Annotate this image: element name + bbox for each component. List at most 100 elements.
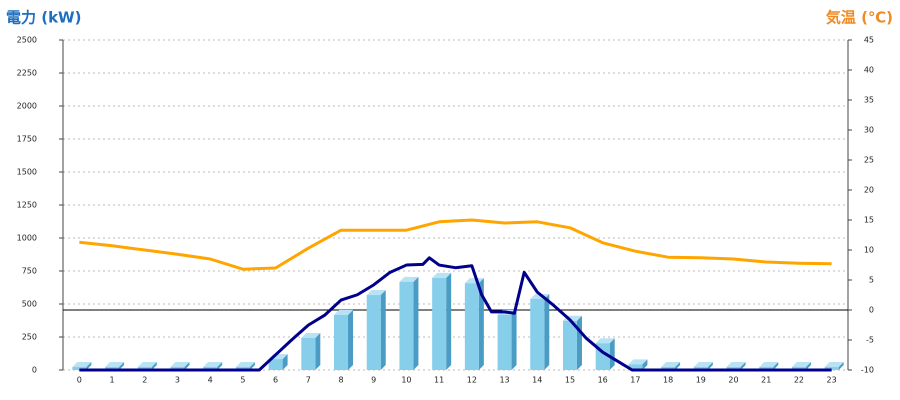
bar	[464, 283, 479, 370]
bar-side	[348, 309, 354, 370]
bar	[366, 295, 381, 370]
y-tick-label: 2000	[17, 102, 37, 111]
x-tick-label: 0	[77, 376, 82, 385]
x-tick-label: 21	[761, 376, 771, 385]
bar-side	[740, 362, 746, 370]
bar-side	[576, 315, 582, 370]
y2-tick-label: 15	[864, 216, 874, 225]
bar-side	[380, 290, 386, 370]
bar-side	[217, 362, 223, 370]
bar-top	[791, 362, 811, 367]
y2-tick-label: 20	[864, 186, 874, 195]
x-tick-label: 6	[273, 376, 278, 385]
bar-side	[119, 362, 125, 370]
bar-top	[137, 362, 157, 367]
y2-tick-label: 30	[864, 126, 874, 135]
bar-side	[675, 362, 681, 370]
bar-top	[432, 272, 452, 278]
bar-side	[544, 294, 550, 370]
bar	[334, 314, 349, 370]
x-tick-label: 15	[565, 376, 575, 385]
bar-top	[759, 362, 779, 367]
bar-top	[72, 362, 92, 367]
y-tick-label: 1500	[17, 168, 37, 177]
y-tick-label: 0	[32, 366, 37, 375]
x-tick-label: 23	[827, 376, 837, 385]
y2-tick-label: -10	[861, 366, 874, 375]
x-tick-label: 5	[240, 376, 245, 385]
x-tick-label: 1	[110, 376, 115, 385]
bar-top	[399, 276, 419, 282]
x-tick-label: 9	[371, 376, 376, 385]
y-tick-label: 1750	[17, 135, 37, 144]
bar-side	[413, 276, 419, 370]
bar-side	[151, 362, 157, 370]
bar-top	[301, 332, 321, 338]
x-tick-label: 3	[175, 376, 180, 385]
x-tick-label: 7	[306, 376, 311, 385]
bar	[628, 364, 643, 370]
y-axis-title: 電力 (kW)	[6, 9, 81, 27]
y-tick-label: 2250	[17, 69, 37, 78]
bar-top	[726, 362, 746, 367]
bar-side	[805, 362, 811, 370]
y-tick-label: 250	[22, 333, 37, 342]
bar-side	[642, 359, 648, 370]
x-tick-label: 2	[142, 376, 147, 385]
bar-top	[203, 362, 223, 367]
y-tick-label: 1000	[17, 234, 37, 243]
bar	[562, 320, 577, 370]
y2-axis-title: 気温 (℃)	[826, 9, 893, 27]
y2-tick-label: 40	[864, 66, 874, 75]
bar-side	[446, 272, 452, 370]
bar-top	[628, 359, 648, 365]
y2-tick-label: 10	[864, 246, 874, 255]
y-tick-label: 2500	[17, 36, 37, 45]
bar-top	[824, 362, 844, 367]
bar-side	[478, 278, 484, 370]
x-tick-label: 4	[208, 376, 213, 385]
x-tick-label: 8	[338, 376, 343, 385]
x-tick-label: 16	[598, 376, 608, 385]
bar-side	[249, 362, 255, 370]
x-tick-label: 14	[532, 376, 542, 385]
bar-side	[282, 354, 288, 370]
y-tick-label: 500	[22, 300, 37, 309]
x-tick-label: 10	[401, 376, 411, 385]
bar	[432, 277, 447, 370]
bar-side	[609, 338, 615, 370]
bar-side	[707, 362, 713, 370]
line	[79, 218, 832, 271]
bar-side	[773, 362, 779, 370]
bar-side	[86, 362, 92, 370]
y2-tick-label: 25	[864, 156, 874, 165]
bar-top	[334, 309, 354, 315]
bar-side	[511, 309, 517, 370]
bar-top	[661, 362, 681, 367]
bar-side	[838, 362, 844, 370]
line	[79, 256, 832, 372]
x-tick-label: 11	[434, 376, 444, 385]
bar	[399, 281, 414, 370]
x-tick-label: 13	[499, 376, 509, 385]
x-tick-label: 12	[467, 376, 477, 385]
x-tick-label: 17	[630, 376, 640, 385]
bar-top	[595, 338, 615, 344]
x-tick-label: 20	[728, 376, 738, 385]
y2-tick-label: 35	[864, 96, 874, 105]
bar-top	[464, 278, 484, 284]
y2-tick-label: -5	[866, 336, 874, 345]
bar-side	[315, 332, 321, 370]
bar-top	[235, 362, 255, 367]
y-tick-label: 750	[22, 267, 37, 276]
y-tick-label: 1250	[17, 201, 37, 210]
y2-tick-label: 45	[864, 36, 874, 45]
bar	[268, 359, 283, 370]
bar	[530, 299, 545, 370]
y2-tick-label: 0	[869, 306, 874, 315]
bar-side	[184, 362, 190, 370]
bar	[497, 314, 512, 370]
bar-top	[693, 362, 713, 367]
